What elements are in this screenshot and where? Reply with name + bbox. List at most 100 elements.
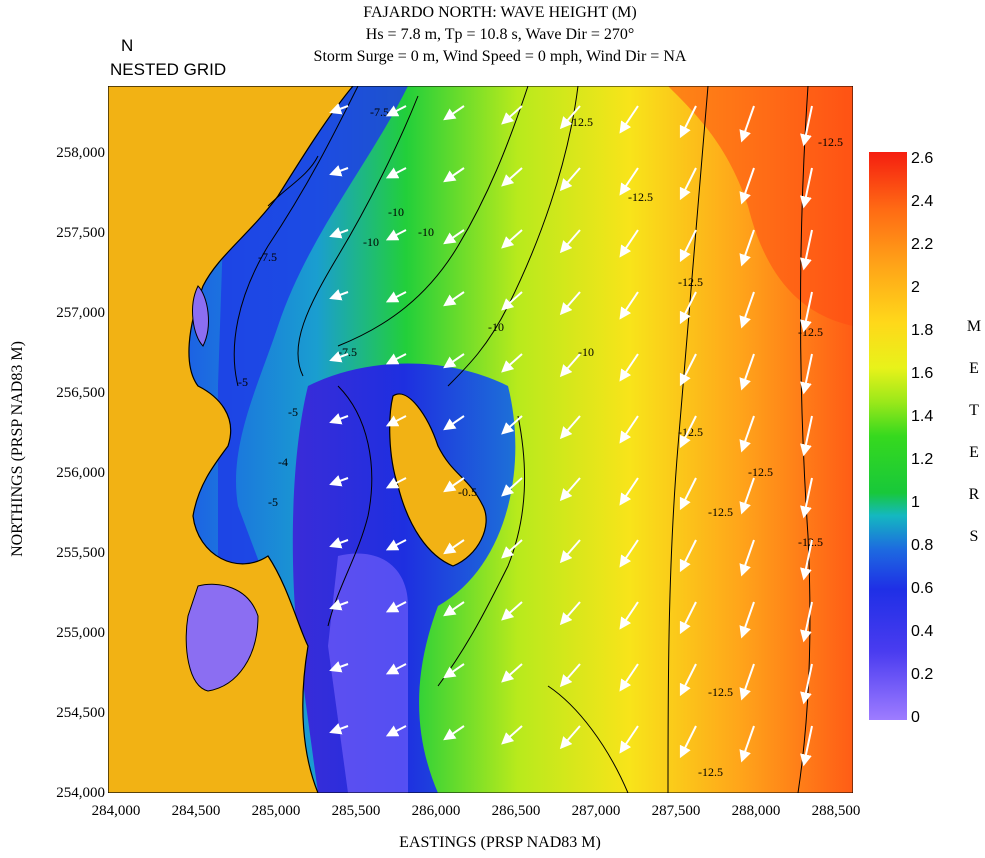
colorbar-gradient xyxy=(869,152,907,720)
wave-arrow xyxy=(619,539,639,568)
contour-label: -12.5 xyxy=(678,275,703,289)
contour-label: -7.5 xyxy=(370,105,389,119)
y-tick-label: 257,000 xyxy=(56,305,105,321)
wave-arrow xyxy=(739,477,755,515)
wave-arrow xyxy=(739,229,755,267)
y-axis-title: NORTHINGS (PRSP NAD83 M) xyxy=(9,341,26,557)
wave-arrow xyxy=(559,601,581,626)
contour-label: -5 xyxy=(288,405,298,419)
contour-label: -10 xyxy=(363,235,379,249)
wave-arrow xyxy=(619,291,639,320)
contour-label: -12.5 xyxy=(798,325,823,339)
wave-arrow xyxy=(329,723,349,735)
wave-arrow xyxy=(739,415,755,453)
wave-arrow xyxy=(385,167,407,179)
wave-arrow xyxy=(800,353,813,395)
wave-arrow xyxy=(619,167,639,196)
wave-arrow xyxy=(385,291,407,303)
lagoon xyxy=(185,583,259,692)
wave-arrow xyxy=(501,105,523,125)
wave-arrow xyxy=(501,291,523,311)
wave-arrow xyxy=(443,415,465,431)
wave-direction-arrows xyxy=(329,103,813,767)
colorbar-tick: 2.4 xyxy=(911,193,934,210)
wave-arrow xyxy=(385,477,407,489)
contour-label: -5 xyxy=(268,495,278,509)
wave-arrow xyxy=(385,353,407,365)
colorbar-tick: 2.2 xyxy=(911,236,934,253)
wave-arrow xyxy=(559,415,581,440)
wave-arrow xyxy=(619,415,639,444)
wave-arrow xyxy=(800,663,813,705)
wave-arrow xyxy=(679,663,697,697)
wave-arrow xyxy=(443,353,465,369)
colorbar-tick: 0.8 xyxy=(911,537,934,554)
colorbar-tick: 0.6 xyxy=(911,580,934,597)
wave-arrow xyxy=(619,353,639,382)
map-title: FAJARDO NORTH: WAVE HEIGHT (M) Hs = 7.8 … xyxy=(200,2,800,68)
x-tick-label: 284,500 xyxy=(171,803,221,819)
wave-arrow xyxy=(800,415,813,457)
wave-arrow xyxy=(739,601,755,639)
wave-arrow xyxy=(800,229,813,271)
wave-arrow xyxy=(619,601,639,630)
wave-arrow xyxy=(443,663,465,679)
contour-label: -12.5 xyxy=(568,115,593,129)
y-tick-label: 256,500 xyxy=(56,385,105,401)
wave-arrow xyxy=(559,477,581,502)
wave-arrow xyxy=(443,539,465,555)
title-line-3: Storm Surge = 0 m, Wind Speed = 0 mph, W… xyxy=(313,48,687,65)
nested-grid-label: NESTED GRID xyxy=(110,60,227,79)
wave-arrow xyxy=(385,229,407,241)
wave-arrow xyxy=(329,351,349,363)
wave-arrow xyxy=(501,601,523,621)
contour-label: -10 xyxy=(488,320,504,334)
wave-arrow xyxy=(329,289,349,301)
wave-arrow xyxy=(385,415,407,427)
wave-arrow xyxy=(679,167,697,201)
wave-arrow xyxy=(385,105,407,117)
wave-arrow xyxy=(559,663,581,688)
contour-label: -4 xyxy=(278,455,288,469)
contour-label: -5 xyxy=(238,375,248,389)
wave-arrow xyxy=(679,601,697,635)
colorbar-title-letter: M xyxy=(966,318,982,335)
wave-arrow xyxy=(679,539,697,573)
colorbar-tick: 2.6 xyxy=(911,150,934,167)
contour-label: -10 xyxy=(388,205,404,219)
wave-arrow xyxy=(443,291,465,307)
wave-arrow xyxy=(385,725,407,737)
wave-arrow xyxy=(679,291,697,325)
wave-arrow xyxy=(619,105,639,134)
wave-arrow xyxy=(329,413,349,425)
wave-arrow xyxy=(739,539,755,577)
x-tick-label: 288,000 xyxy=(731,803,781,819)
wave-arrow xyxy=(619,725,639,754)
wave-arrow xyxy=(501,477,523,497)
wave-arrow xyxy=(559,539,581,564)
wave-arrow xyxy=(739,105,755,143)
wave-arrow xyxy=(679,477,697,511)
wave-arrow xyxy=(443,167,465,183)
colorbar-tick: 1.6 xyxy=(911,365,934,382)
x-tick-label: 284,000 xyxy=(91,803,141,819)
colorbar-title-letter: S xyxy=(969,528,979,545)
contour-label: -12.5 xyxy=(708,685,733,699)
wave-arrow xyxy=(329,599,349,611)
wave-arrow xyxy=(800,477,813,519)
colorbar-tick: 1.8 xyxy=(911,322,934,339)
wave-arrow xyxy=(679,415,697,449)
wave-arrow xyxy=(443,229,465,245)
contour-label: -0.5 xyxy=(458,485,477,499)
wave-arrow xyxy=(329,227,349,239)
wave-arrow xyxy=(501,415,523,435)
contour-label: -12.5 xyxy=(748,465,773,479)
x-tick-label: 287,500 xyxy=(651,803,701,819)
x-axis-title: EASTINGS (PRSP NAD83 M) xyxy=(399,834,601,851)
colorbar-tick: 2 xyxy=(911,279,920,296)
wave-arrow xyxy=(559,105,581,130)
wave-arrow xyxy=(329,103,349,115)
y-tick-label: 255,500 xyxy=(56,545,105,561)
wave-arrow xyxy=(443,477,465,493)
wave-arrow xyxy=(619,229,639,258)
